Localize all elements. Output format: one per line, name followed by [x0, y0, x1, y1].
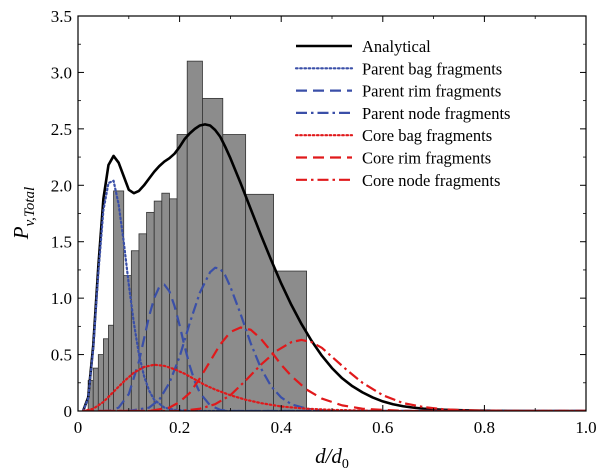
- histogram: [87, 60, 307, 411]
- y-tick-label: 3.0: [51, 63, 72, 82]
- y-tick-label: 2.0: [51, 176, 72, 195]
- x-tick-label: 0: [74, 418, 83, 437]
- histogram-bar: [108, 324, 114, 411]
- histogram-bar: [222, 134, 247, 411]
- x-axis-title: d/d0: [315, 444, 349, 472]
- series-line: [83, 326, 586, 411]
- series-line: [83, 283, 586, 411]
- histogram-bar: [245, 193, 274, 411]
- x-tick-label: 0.6: [372, 418, 393, 437]
- series-line: [83, 338, 586, 411]
- legend-label: Core rim fragments: [362, 149, 491, 168]
- y-axis-title: Pv,Total: [9, 187, 38, 240]
- legend-label: Core bag fragments: [362, 126, 492, 145]
- svg-text:Pv,Total: Pv,Total: [9, 187, 38, 240]
- legend-label: Analytical: [362, 37, 431, 56]
- y-tick-label: 1.0: [51, 289, 72, 308]
- y-tick-label: 0: [64, 402, 73, 421]
- series-line: [83, 266, 586, 411]
- y-tick-label: 0.5: [51, 346, 72, 365]
- legend-label: Parent rim fragments: [362, 82, 501, 101]
- histogram-bar: [202, 97, 224, 411]
- histogram-bar: [161, 192, 170, 411]
- x-tick-label: 0.8: [474, 418, 495, 437]
- histogram-bar: [138, 233, 147, 411]
- legend-label: Core node fragments: [362, 171, 500, 190]
- series-line: [81, 123, 586, 411]
- legend: Analytical Parent bag fragments Parent rim…: [294, 37, 510, 190]
- x-tick-label: 0.2: [169, 418, 190, 437]
- y-tick-label: 2.5: [51, 120, 72, 139]
- y-tick-label: 1.5: [51, 233, 72, 252]
- legend-label: Parent node fragments: [362, 104, 510, 123]
- y-tick-label: 3.5: [51, 7, 72, 26]
- curve-series-group: [81, 123, 586, 411]
- histogram-bar: [153, 200, 163, 411]
- histogram-bar: [113, 190, 125, 411]
- x-tick-label: 1.0: [575, 418, 596, 437]
- legend-label: Parent bag fragments: [362, 59, 502, 78]
- histogram-bar: [186, 60, 203, 411]
- series-line: [81, 363, 586, 411]
- x-tick-label: 0.4: [271, 418, 293, 437]
- series-line: [81, 179, 586, 411]
- histogram-bar: [92, 367, 99, 411]
- axis-ticks: 0 0.2 0.4 0.6 0.8 1.0 0 0.5 1.0 1.5 2.0 2.5 3.0 3.5: [51, 7, 597, 437]
- histogram-bar: [176, 134, 188, 411]
